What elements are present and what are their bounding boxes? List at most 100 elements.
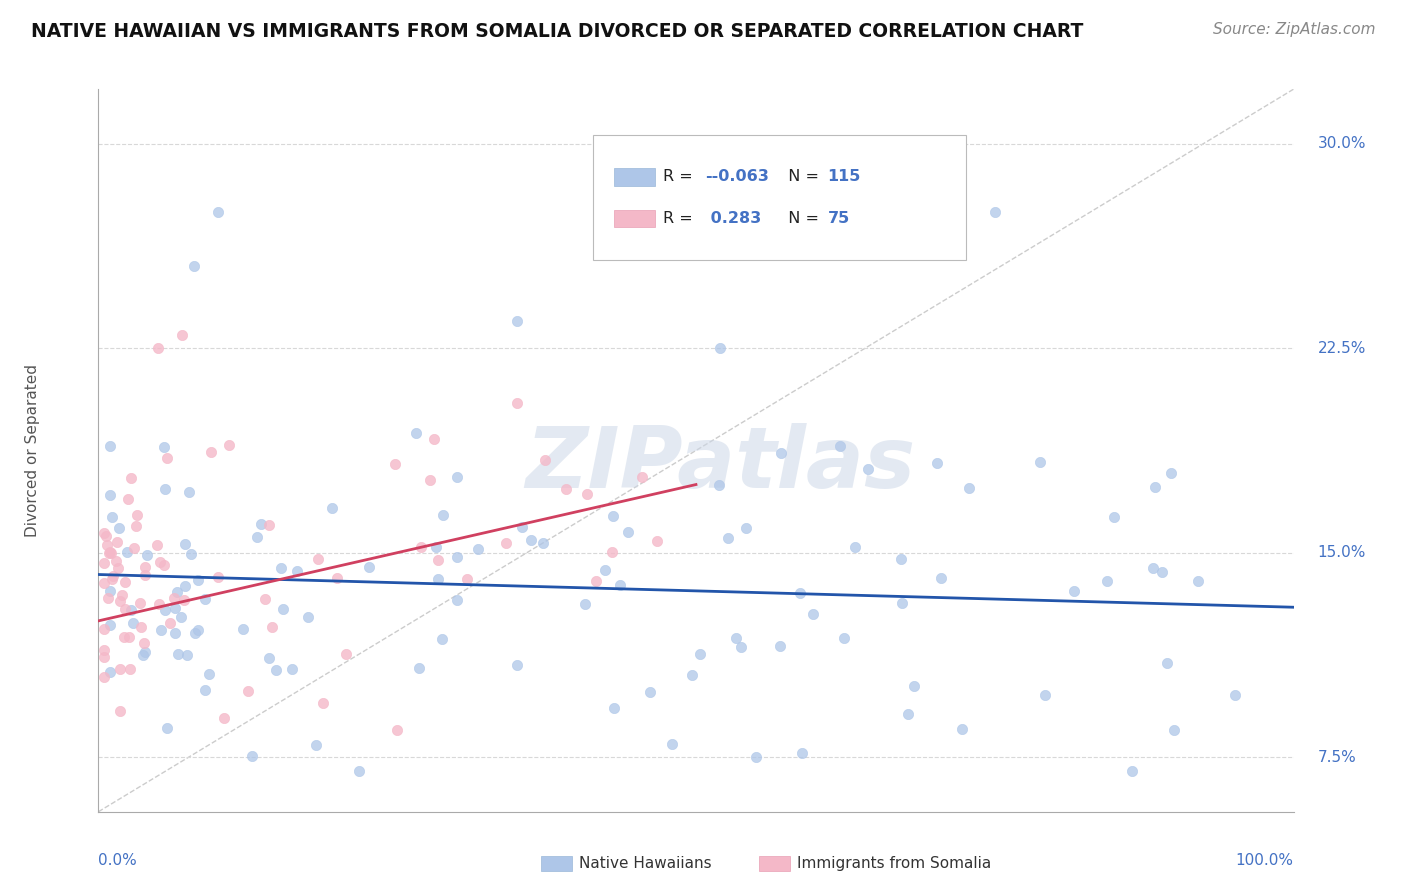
Point — [246, 530, 269, 544]
Point — [734, 520, 756, 534]
Point — [1063, 584, 1085, 599]
Point — [93, 650, 115, 665]
Point — [104, 554, 127, 568]
Point — [321, 501, 343, 516]
Point — [128, 595, 150, 609]
Point — [125, 508, 148, 522]
Point — [200, 445, 222, 459]
Text: 30.0%: 30.0% — [1317, 136, 1365, 152]
Point — [432, 632, 454, 647]
Point — [165, 601, 187, 615]
Point — [112, 630, 135, 644]
Point — [1102, 510, 1125, 524]
Point — [193, 682, 215, 697]
Point — [108, 594, 131, 608]
Point — [891, 596, 914, 610]
Point — [172, 327, 194, 342]
Point — [155, 483, 177, 497]
Point — [408, 661, 430, 675]
Point — [506, 396, 529, 410]
Point — [180, 548, 202, 562]
Point — [856, 461, 879, 475]
Point — [117, 492, 139, 507]
Point — [187, 573, 209, 587]
Point — [925, 456, 948, 470]
Point — [520, 533, 543, 548]
Point — [506, 658, 529, 673]
Point — [585, 574, 607, 588]
Point — [166, 585, 188, 599]
Point — [717, 531, 740, 545]
Point — [153, 558, 176, 573]
Point — [709, 341, 731, 355]
Point — [96, 538, 118, 552]
Point — [257, 518, 280, 533]
Point — [984, 205, 1007, 219]
Point — [745, 750, 768, 764]
Point — [240, 748, 263, 763]
Point — [1144, 480, 1167, 494]
Point — [575, 487, 598, 501]
Point — [419, 473, 441, 487]
Point — [304, 738, 326, 752]
Text: 100.0%: 100.0% — [1236, 853, 1294, 868]
Text: 75: 75 — [828, 211, 849, 226]
Point — [148, 598, 170, 612]
Point — [792, 746, 814, 760]
Point — [1163, 723, 1185, 737]
Point — [176, 648, 198, 663]
Point — [149, 555, 172, 569]
Point — [769, 639, 792, 653]
Point — [446, 469, 468, 483]
Point — [405, 425, 427, 440]
Point — [163, 625, 186, 640]
Point — [207, 570, 229, 584]
Point — [207, 205, 229, 219]
Point — [495, 536, 517, 550]
Point — [98, 583, 122, 598]
Point — [1223, 688, 1246, 702]
Point — [1029, 455, 1052, 469]
Point — [98, 488, 122, 502]
Point — [616, 525, 638, 540]
Point — [108, 662, 131, 676]
Point — [264, 663, 287, 677]
Point — [121, 616, 143, 631]
Text: 115: 115 — [828, 169, 860, 185]
Point — [1033, 688, 1056, 702]
Point — [312, 696, 335, 710]
Point — [173, 592, 195, 607]
Point — [645, 533, 668, 548]
Point — [709, 478, 731, 492]
Point — [638, 685, 661, 699]
Point — [506, 314, 529, 328]
Point — [681, 667, 703, 681]
Point — [218, 438, 240, 452]
Text: N =: N = — [779, 211, 824, 226]
Point — [467, 541, 489, 556]
Point — [270, 561, 292, 575]
Point — [609, 577, 631, 591]
Point — [153, 603, 176, 617]
Point — [432, 508, 454, 522]
Point — [136, 549, 159, 563]
Point — [108, 521, 131, 535]
Point — [125, 518, 148, 533]
Point — [132, 636, 155, 650]
Point — [384, 457, 406, 471]
Point — [534, 452, 557, 467]
Point — [957, 481, 980, 495]
Point — [93, 556, 115, 570]
Point — [554, 483, 576, 497]
Point — [950, 722, 973, 736]
Point — [105, 535, 128, 549]
Point — [110, 704, 132, 718]
Point — [631, 469, 654, 483]
Text: 0.283: 0.283 — [706, 211, 762, 226]
Point — [156, 722, 179, 736]
Point — [96, 591, 118, 605]
Point — [148, 341, 170, 355]
Point — [98, 618, 122, 632]
Point — [194, 591, 217, 606]
Point — [281, 661, 304, 675]
